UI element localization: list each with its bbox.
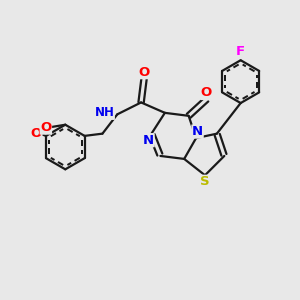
Text: O: O xyxy=(31,127,42,140)
Text: O: O xyxy=(201,86,212,99)
Text: N: N xyxy=(192,125,203,138)
Text: N: N xyxy=(143,134,154,147)
Text: NH: NH xyxy=(94,106,114,119)
Text: F: F xyxy=(236,45,245,58)
Text: S: S xyxy=(200,175,210,188)
Text: O: O xyxy=(138,66,150,79)
Text: O: O xyxy=(40,121,51,134)
